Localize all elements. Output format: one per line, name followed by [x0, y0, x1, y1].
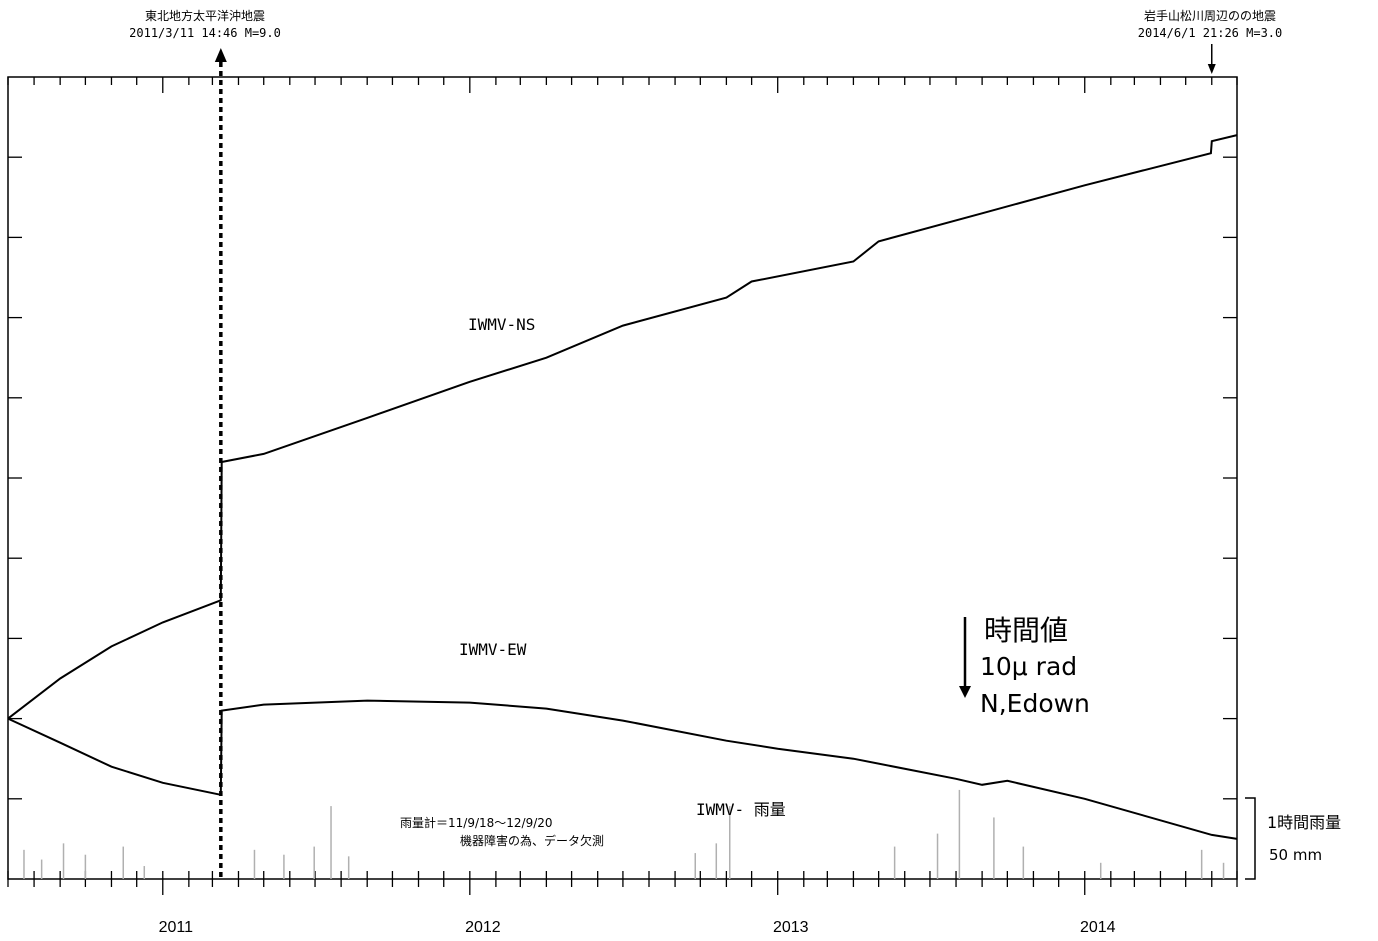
- plot-frame: [7, 76, 1238, 880]
- eq1-title: 東北地方太平洋沖地震: [145, 8, 265, 23]
- rain-bars: [23, 789, 1225, 879]
- x-tick-label: 2013: [773, 919, 809, 936]
- rain-scale-value: 50 mm: [1269, 846, 1322, 864]
- up-arrow-icon: [214, 48, 227, 62]
- down-arrow-head-icon: [959, 686, 971, 698]
- unit-direction: N,Edown: [980, 689, 1090, 718]
- rain-note-line2: 機器障害の為、データ欠測: [460, 833, 604, 848]
- x-tick-label: 2014: [1080, 919, 1116, 936]
- series-label-rain: IWMV- 雨量: [696, 800, 786, 819]
- rain-scale-title: 1時間雨量: [1267, 813, 1341, 832]
- unit-scale: 10μ rad: [980, 652, 1077, 681]
- series-label-ns: IWMV-NS: [468, 315, 535, 334]
- series-line: [7, 134, 1238, 720]
- down-arrow-icon: [1207, 64, 1216, 74]
- event-markers: [214, 44, 1216, 879]
- rain-scale-bracket: [1245, 797, 1256, 880]
- series-line: [7, 699, 1238, 840]
- x-tick-label: 2011: [159, 919, 194, 936]
- series-label-ew: IWMV-EW: [459, 640, 527, 659]
- x-tick-label: 2012: [465, 919, 501, 936]
- unit-title: 時間値: [984, 614, 1068, 647]
- eq2-detail: 2014/6/1 21:26 M=3.0: [1138, 26, 1283, 40]
- unit-legend: 時間値 10μ rad N,Edown: [959, 614, 1090, 718]
- rain-note-line1: 雨量計＝11/9/18～12/9/20: [400, 815, 553, 830]
- frame-ticks: [7, 77, 1238, 895]
- rain-scale: 1時間雨量 50 mm: [1245, 797, 1341, 880]
- eq1-detail: 2011/3/11 14:46 M=9.0: [129, 26, 281, 40]
- eq2-title: 岩手山松川周辺のの地震: [1144, 8, 1276, 23]
- x-axis-labels: 2011 2012 2013 2014: [159, 919, 1116, 936]
- series-lines: [7, 134, 1238, 840]
